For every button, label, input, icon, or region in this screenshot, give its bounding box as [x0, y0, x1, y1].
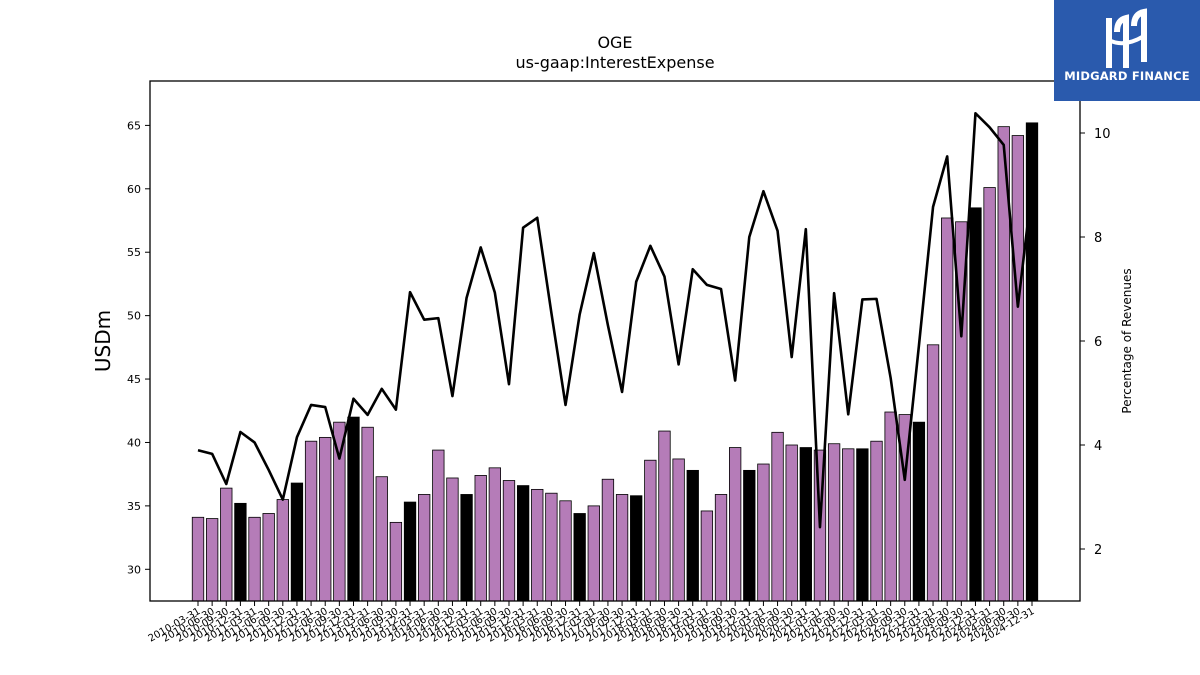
bar-2013-03-31: [361, 426, 374, 602]
bar-2010-03-31: [191, 516, 205, 602]
percentage-line: [197, 111, 1034, 529]
y-tick-label: 30: [127, 563, 141, 576]
y-tick-label: 45: [127, 373, 141, 386]
bar-2019-09-30: [729, 447, 742, 602]
y2-axis-label: Percentage of Revenues: [1120, 268, 1134, 413]
bar-2013-09-30: [389, 521, 403, 602]
bar-2015-09-30: [502, 480, 516, 602]
plot-frame: [149, 80, 1081, 602]
bar-2013-12-31: [403, 501, 417, 602]
bar-2021-12-31: [856, 448, 869, 602]
bar-2023-12-31: [969, 207, 982, 602]
logo-text: MIDGARD FINANCE: [1064, 69, 1190, 83]
bar-2019-03-31: [700, 510, 714, 602]
bar-2022-06-30: [884, 411, 897, 602]
bar-2011-06-30: [262, 513, 275, 602]
bar-2023-03-31: [926, 344, 940, 602]
bar-2016-03-31: [531, 488, 544, 602]
y-tick-label: 35: [127, 500, 141, 513]
bar-series: [191, 122, 1039, 602]
bar-2019-06-30: [714, 494, 728, 602]
bar-2011-03-31: [248, 516, 261, 602]
bar-2012-09-30: [333, 421, 346, 602]
bar-2017-12-31: [630, 495, 643, 602]
bar-2020-09-30: [785, 444, 798, 602]
bar-2017-09-30: [615, 494, 629, 602]
bar-2017-06-30: [601, 478, 615, 602]
bar-2021-06-30: [827, 443, 841, 602]
bar-2016-06-30: [545, 492, 558, 602]
bar-2016-12-31: [573, 513, 586, 602]
logo: MIDGARD FINANCE: [1054, 0, 1200, 101]
bar-2015-03-31: [474, 475, 487, 602]
chart-title: OGE: [597, 33, 632, 52]
bar-2010-12-31: [234, 502, 247, 602]
bar-2023-06-30: [941, 217, 954, 602]
bar-2014-06-30: [432, 449, 445, 602]
bar-2018-12-31: [686, 469, 699, 602]
y2-tick-label: 2: [1094, 543, 1102, 558]
y2-tick-label: 6: [1094, 335, 1102, 350]
y-tick-label: 60: [127, 183, 141, 196]
bar-2018-09-30: [672, 458, 685, 602]
line-series: [197, 111, 1034, 529]
y-tick-label: 65: [127, 119, 141, 132]
bar-2011-09-30: [276, 499, 289, 602]
bar-2019-12-31: [743, 469, 756, 602]
axes: [145, 80, 1085, 606]
y-tick-label: 55: [127, 246, 141, 259]
bar-2022-03-31: [870, 440, 883, 602]
y2-tick-label: 10: [1094, 127, 1111, 142]
bar-2015-12-31: [516, 485, 530, 602]
bar-2014-03-31: [418, 494, 431, 602]
y2-tick-label: 4: [1094, 439, 1102, 454]
bar-2020-12-31: [799, 447, 812, 602]
bar-2021-09-30: [842, 448, 855, 602]
bar-2018-06-30: [658, 430, 671, 602]
bar-2017-03-31: [587, 505, 600, 602]
y2-tick-label: 8: [1094, 231, 1102, 246]
y-tick-label: 40: [127, 436, 141, 449]
bar-2015-06-30: [488, 467, 502, 602]
bar-2020-06-30: [771, 431, 784, 602]
bar-2010-09-30: [220, 487, 233, 602]
bar-2014-12-31: [460, 494, 473, 602]
bar-2016-09-30: [559, 500, 572, 602]
midgard-logo-icon: [1106, 8, 1147, 68]
y-tick-label: 50: [127, 310, 141, 323]
chart-subtitle: us-gaap:InterestExpense: [515, 53, 714, 72]
bar-2012-12-31: [347, 416, 360, 602]
bar-2018-03-31: [644, 459, 657, 602]
bar-2010-06-30: [205, 518, 219, 602]
bar-2012-03-31: [304, 440, 318, 602]
y-axis-label: USDm: [91, 310, 115, 372]
bar-2020-03-31: [757, 463, 770, 602]
bar-2024-09-30: [1011, 135, 1025, 602]
bar-2013-06-30: [375, 476, 388, 602]
bar-2022-12-31: [912, 421, 926, 602]
bar-2012-06-30: [319, 436, 332, 602]
bar-2014-09-30: [446, 477, 459, 602]
bar-2024-03-31: [983, 187, 996, 602]
bar-2011-12-31: [290, 482, 304, 602]
